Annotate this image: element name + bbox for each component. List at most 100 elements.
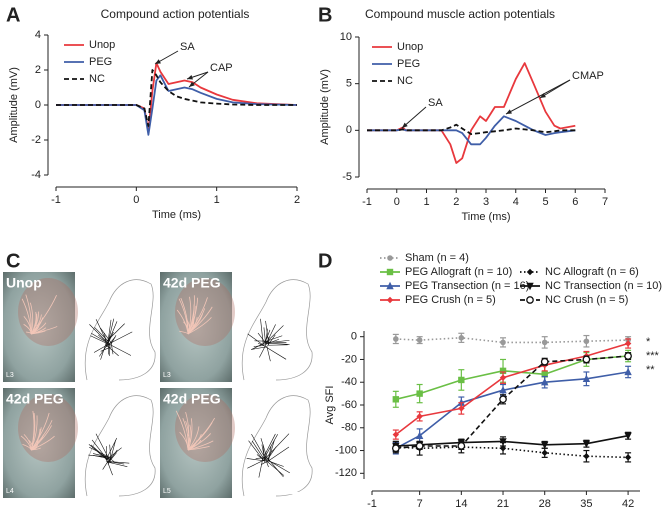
neuron-tracing [257,332,266,343]
series-line [395,337,629,344]
panel-label: A [6,4,20,26]
neuron-tracing [105,446,107,460]
x-tick-label: 0 [133,194,139,206]
marker [499,445,507,452]
section-outline [241,279,313,381]
neuron-dendrite [187,306,213,335]
x-tick-label: 7 [417,498,423,510]
neuron-tracing [93,342,112,353]
neuron-tracing [108,461,130,464]
x-tick-label: 2 [294,194,300,206]
neuron-dendrite [30,326,58,335]
annotation: * [646,336,651,348]
marker [582,374,591,383]
tissue-stain [18,278,78,346]
neuron-dendrite [175,410,189,451]
neuron-tracing [267,334,276,346]
x-tick-label: 5 [542,196,548,208]
neuron-tracing [110,341,114,355]
neuron-tracing [246,458,268,462]
annotation-arrow [539,79,571,99]
neuron-tracing [251,440,265,461]
annotation: *** [646,350,660,362]
marker [583,338,590,345]
neuron-tracing [264,342,290,345]
marker [499,386,507,394]
legend-label: PEG Crush (n = 5) [405,294,496,306]
x-tick-label: -1 [367,498,377,510]
panel-label: D [318,250,332,272]
marker [624,454,632,461]
neuron-tracing [251,340,269,350]
x-tick-label: 3 [483,196,489,208]
neuron-tracing [110,344,132,356]
legend-label: NC [397,75,413,87]
x-tick-label: 4 [513,196,519,208]
marker [624,367,632,376]
legend-marker [386,296,394,304]
y-axis-label: Amplitude (mV) [319,69,331,145]
x-tick-label: 14 [455,498,467,510]
neuron-tracing [107,345,119,357]
arrow-head [187,75,193,80]
neuron-dendrite [187,317,212,335]
neuron-dendrite [30,324,38,335]
y-axis-label: Amplitude (mV) [8,67,20,143]
marker [624,432,632,440]
x-axis-label: Days PO [484,513,528,514]
annotation: SA [180,41,195,53]
y-tick-label: 0 [35,99,41,111]
marker [541,449,548,457]
panel-label: B [318,4,332,26]
legend-marker [526,296,534,304]
marker [624,352,632,360]
marker [583,453,590,460]
marker [499,367,507,375]
legend-marker [387,255,393,261]
x-tick-label: 1 [214,194,220,206]
arrow-head [155,59,161,64]
neuron-tracing [259,343,267,358]
neuron-tracing [267,446,272,462]
tile-label: 42d PEG [163,391,221,407]
x-axis-label: Time (ms) [152,209,201,221]
legend-label: PEG [397,58,420,70]
x-tick-label: 6 [572,196,578,208]
y-tick-label: 0 [346,124,352,136]
neuron-tracing [105,335,111,346]
neuron-tracing [265,459,285,476]
x-tick-label: 42 [622,498,634,510]
legend-label: PEG [89,56,112,68]
marker [416,413,423,420]
legend-marker [526,282,534,291]
neuron-dendrite [25,294,32,335]
neuron-tracing [268,439,275,461]
marker [391,444,400,453]
y-tick-label: -80 [341,422,357,434]
series-line [56,74,298,136]
neuron-tracing [109,439,116,462]
neuron-dendrite [30,412,50,451]
x-tick-label: -1 [51,194,61,206]
neuron-tracing [95,319,107,342]
neuron-dendrite [20,435,32,451]
y-tick-label: 2 [35,64,41,76]
tile-level: L3 [6,372,14,379]
neuron-dendrite [187,445,210,451]
series-line [367,115,576,146]
neuron-tracing [261,461,267,465]
marker [499,374,507,381]
neuron-tracing [266,345,271,362]
tile-level: L4 [6,488,14,495]
marker [458,376,465,384]
marker [541,371,548,378]
neuron-tracing [108,331,133,345]
neuron-tracing [91,332,108,344]
marker [582,440,591,448]
x-tick-label: 0 [394,196,400,208]
neuron-tracing [264,433,290,460]
tile-level: L5 [163,488,171,495]
neuron-tracing [107,461,125,465]
neuron-tracing [247,457,270,469]
y-axis-label: Avg SFI [324,386,336,425]
